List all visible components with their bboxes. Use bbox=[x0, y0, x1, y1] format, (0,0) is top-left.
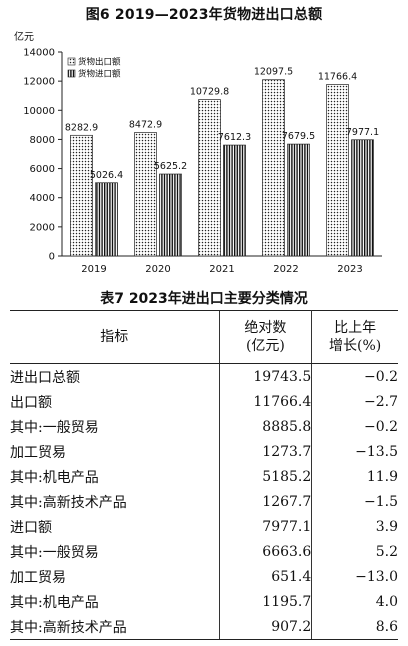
row-label: 其中:机电产品 bbox=[10, 594, 99, 611]
row-label: 其中:一般贸易 bbox=[10, 544, 99, 561]
export-bar bbox=[262, 79, 285, 257]
y-tick-label: 6000 bbox=[30, 164, 55, 175]
legend-label-import: 货物进口额 bbox=[78, 69, 121, 80]
import-bar-value-label: 7977.1 bbox=[346, 127, 379, 138]
bar-chart: 亿元 货物出口额 货物进口额 0 2000 4000 6000 8000 10000 120… bbox=[14, 30, 382, 275]
row-value: 1195.7 bbox=[218, 589, 313, 614]
table-row: 其中:一般贸易 8885.8 −0.2 bbox=[10, 414, 398, 439]
import-bar-value-label: 7679.5 bbox=[282, 131, 315, 142]
x-tick-label: 2023 bbox=[337, 264, 362, 275]
import-bar-value-label: 5026.4 bbox=[90, 170, 123, 181]
figure-title: 图6 2019—2023年货物进出口总额 bbox=[85, 7, 323, 23]
export-bar-value-label: 8282.9 bbox=[65, 122, 98, 133]
row-change: −1.5 bbox=[364, 493, 398, 510]
y-tick-label: 10000 bbox=[23, 106, 55, 117]
export-bar-value-label: 12097.5 bbox=[254, 67, 293, 78]
table-title: 表7 2023年进出口主要分类情况 bbox=[100, 291, 308, 307]
export-bar bbox=[326, 84, 349, 257]
import-bar bbox=[287, 143, 310, 257]
row-label: 出口额 bbox=[10, 394, 52, 411]
row-value: 907.2 bbox=[218, 614, 313, 640]
import-bar bbox=[223, 144, 246, 257]
row-label: 进口额 bbox=[10, 519, 52, 536]
row-change: 8.6 bbox=[311, 614, 398, 640]
y-tick-label: 8000 bbox=[30, 135, 55, 146]
table-row: 出口额 11766.4 −2.7 bbox=[10, 389, 398, 414]
table-row: 其中:机电产品 1195.7 4.0 bbox=[10, 589, 398, 614]
legend-label-export: 货物出口额 bbox=[78, 57, 121, 68]
table-row: 其中:机电产品 5185.2 11.9 bbox=[10, 464, 398, 489]
import-bar-value-label: 7612.3 bbox=[218, 132, 251, 143]
row-value: 651.4 bbox=[218, 564, 313, 589]
row-value: 1267.7 bbox=[218, 489, 313, 514]
row-label: 其中:一般贸易 bbox=[10, 419, 99, 436]
table-row: 加工贸易 651.4 −13.0 bbox=[10, 564, 398, 589]
export-bar bbox=[198, 99, 221, 257]
row-change: 4.0 bbox=[375, 593, 398, 610]
row-label: 其中:高新技术产品 bbox=[10, 494, 127, 511]
y-tick-label: 0 bbox=[49, 252, 55, 263]
row-change: −2.7 bbox=[364, 393, 398, 410]
row-change: −13.5 bbox=[355, 443, 398, 460]
export-bar bbox=[70, 134, 93, 257]
table-row: 加工贸易 1273.7 −13.5 bbox=[10, 439, 398, 464]
row-value: 19743.5 bbox=[218, 363, 313, 389]
row-change: 3.9 bbox=[375, 518, 398, 535]
row-change: −13.0 bbox=[355, 568, 398, 585]
trade-table: 指标 绝对数 (亿元) 比上年 增长(%) 进出口总额 19743.5 −0.2 出… bbox=[10, 310, 398, 640]
y-tick-label: 12000 bbox=[23, 77, 55, 88]
row-change: −0.2 bbox=[364, 418, 398, 435]
table-header-row: 指标 绝对数 (亿元) 比上年 增长(%) bbox=[10, 310, 398, 364]
legend-swatch-import bbox=[67, 69, 76, 78]
table-row: 进口额 7977.1 3.9 bbox=[10, 514, 398, 539]
row-value: 5185.2 bbox=[218, 464, 313, 489]
table-row: 进出口总额 19743.5 −0.2 bbox=[10, 363, 398, 389]
table-row: 其中:一般贸易 6663.6 5.2 bbox=[10, 539, 398, 564]
row-change: −0.2 bbox=[364, 368, 398, 385]
x-tick-label: 2019 bbox=[81, 264, 106, 275]
import-bar-value-label: 5625.2 bbox=[154, 161, 187, 172]
import-bar bbox=[159, 173, 182, 257]
header-change-line2: 增长(%) bbox=[329, 338, 382, 354]
table-row: 其中:高新技术产品 1267.7 −1.5 bbox=[10, 489, 398, 514]
import-bar bbox=[95, 182, 118, 257]
legend: 货物出口额 货物进口额 bbox=[67, 57, 121, 80]
x-tick-label: 2022 bbox=[273, 264, 298, 275]
y-axis-unit: 亿元 bbox=[14, 30, 34, 43]
header-absolute-line2: (亿元) bbox=[245, 338, 285, 354]
export-bar-value-label: 11766.4 bbox=[318, 72, 357, 83]
row-label: 其中:高新技术产品 bbox=[10, 614, 220, 640]
header-absolute-line1: 绝对数 bbox=[244, 320, 287, 336]
plot-area: 0 2000 4000 6000 8000 10000 12000 14000 8282.9 50… bbox=[23, 48, 382, 275]
table-row: 其中:高新技术产品 907.2 8.6 bbox=[10, 614, 398, 640]
y-tick-label: 2000 bbox=[30, 222, 55, 233]
row-change: 11.9 bbox=[366, 468, 398, 485]
row-value: 6663.6 bbox=[218, 539, 313, 564]
header-indicator: 指标 bbox=[10, 310, 220, 364]
row-label: 进出口总额 bbox=[10, 369, 80, 386]
import-bar bbox=[351, 139, 374, 257]
row-change: 5.2 bbox=[375, 543, 398, 560]
export-bar-value-label: 8472.9 bbox=[129, 120, 162, 131]
row-label: 其中:机电产品 bbox=[10, 469, 99, 486]
row-value: 1273.7 bbox=[218, 439, 313, 464]
legend-swatch-export bbox=[67, 57, 76, 66]
export-bar bbox=[134, 132, 157, 257]
row-label: 加工贸易 bbox=[10, 444, 66, 461]
export-bar-value-label: 10729.8 bbox=[190, 87, 229, 98]
header-change-line1: 比上年 bbox=[334, 320, 377, 336]
row-value: 7977.1 bbox=[218, 514, 313, 539]
y-tick-label: 14000 bbox=[23, 48, 55, 59]
header-absolute: 绝对数 (亿元) bbox=[218, 310, 313, 364]
row-label: 加工贸易 bbox=[10, 569, 66, 586]
x-tick-label: 2020 bbox=[145, 264, 170, 275]
row-value: 11766.4 bbox=[218, 389, 313, 414]
y-tick-label: 4000 bbox=[30, 193, 55, 204]
row-value: 8885.8 bbox=[218, 414, 313, 439]
x-tick-label: 2021 bbox=[209, 264, 234, 275]
header-change: 比上年 增长(%) bbox=[311, 310, 398, 364]
